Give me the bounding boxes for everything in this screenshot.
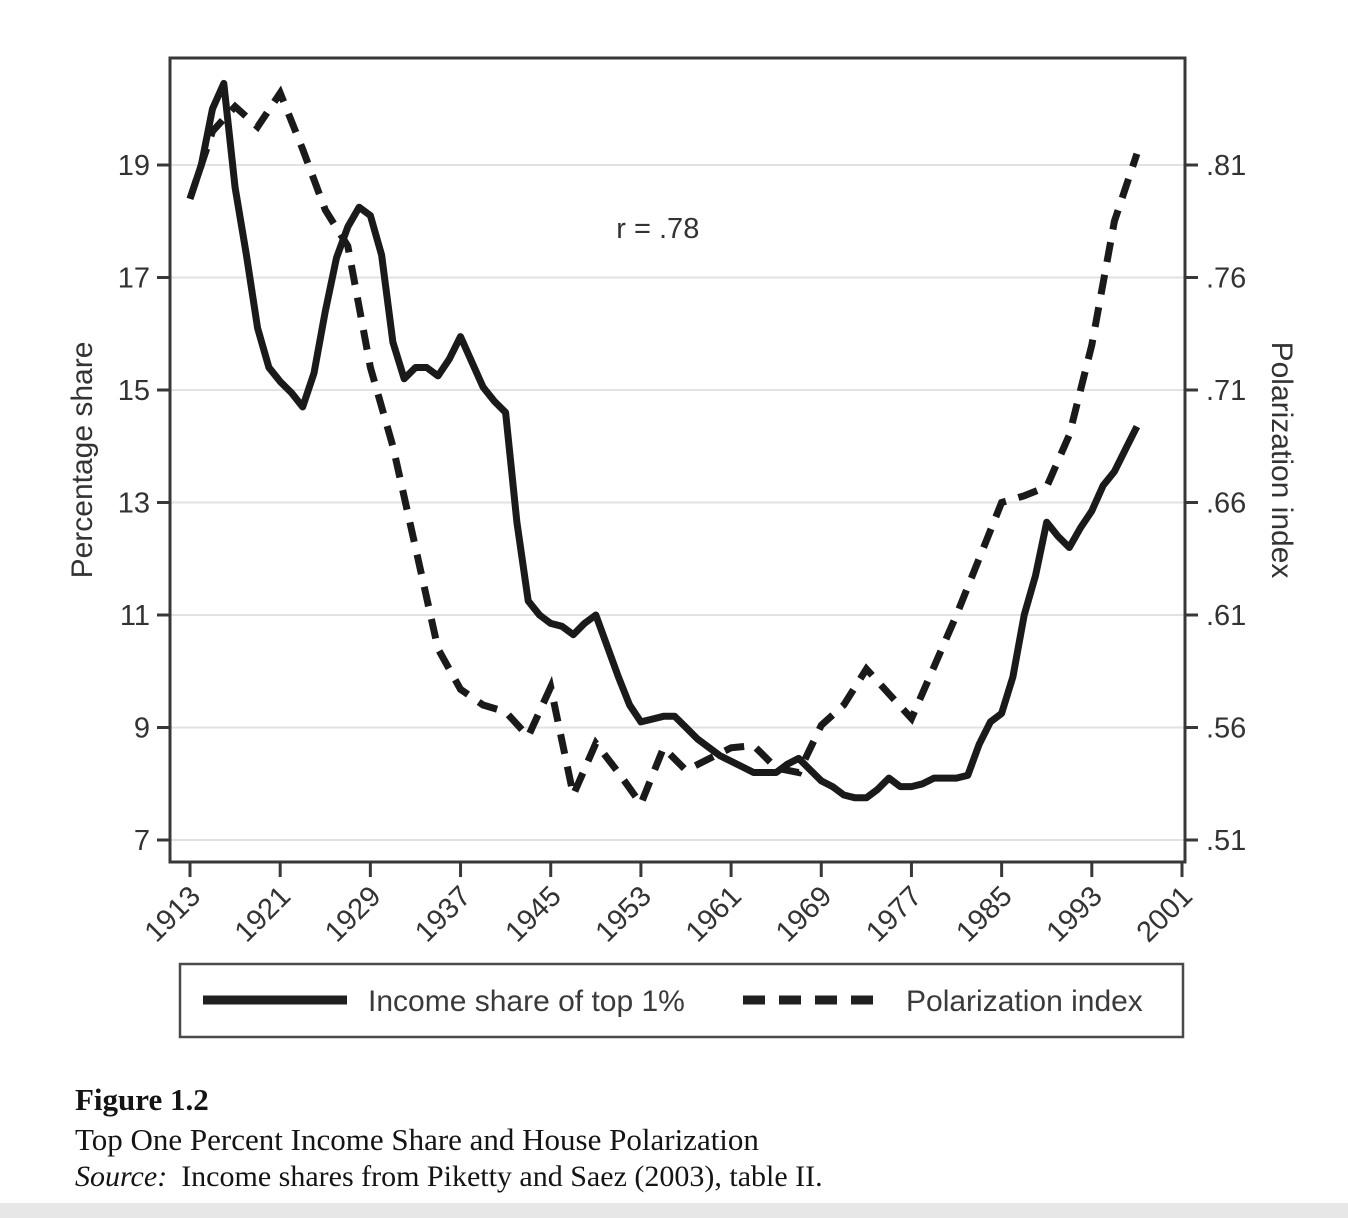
legend-income-label: Income share of top 1% [368, 985, 685, 1018]
plot-border [168, 56, 1187, 864]
legend: Income share of top 1% Polarization inde… [178, 962, 1185, 1039]
x-tick-label: 1993 [1041, 880, 1109, 948]
page-bottom-strip [0, 1203, 1348, 1218]
x-tick-label: 1953 [590, 880, 658, 948]
x-tick-label: 1985 [950, 880, 1018, 948]
income-share-line [186, 79, 1141, 802]
left-tick-label: 15 [118, 375, 150, 407]
x-tick-label: 1929 [319, 880, 387, 948]
correlation-annotation: r = .78 [616, 213, 699, 245]
left-tick-label: 7 [134, 825, 150, 857]
x-tick-label: 1977 [860, 880, 928, 948]
right-tick-label: .51 [1206, 825, 1246, 857]
right-tick-label: .61 [1206, 600, 1246, 632]
right-tick-label: .66 [1206, 488, 1246, 520]
x-tick-label: 1961 [680, 880, 748, 948]
y-axis-right: .81 .76 .71 .66 .61 .56 .51 [1185, 150, 1246, 857]
left-tick-label: 13 [118, 488, 150, 520]
source-label: Source: [75, 1160, 168, 1193]
source-text: Income shares from Piketty and Saez (200… [181, 1160, 823, 1193]
left-tick-label: 19 [118, 150, 150, 182]
x-tick-label: 1969 [770, 880, 838, 948]
x-tick-label: 1921 [229, 880, 297, 948]
polarization-line [186, 85, 1141, 812]
right-tick-label: .56 [1206, 713, 1246, 745]
figure-source: Source: Income shares from Piketty and Sa… [75, 1160, 823, 1194]
right-tick-label: .81 [1206, 150, 1246, 182]
x-tick-label: 1945 [499, 880, 567, 948]
x-axis: 1913 1921 1929 1937 1945 1953 1961 1969 1977 1985… [139, 862, 1199, 949]
legend-polarization-label: Polarization index [906, 985, 1143, 1018]
left-tick-label: 9 [134, 713, 150, 745]
left-axis-title: Percentage share [66, 342, 99, 579]
figure-title: Top One Percent Income Share and House P… [75, 1122, 759, 1157]
x-tick-label: 1913 [139, 880, 207, 948]
right-tick-label: .71 [1206, 375, 1246, 407]
legend-box [178, 962, 1185, 1039]
figure-label: Figure 1.2 [75, 1082, 209, 1117]
left-tick-label: 11 [120, 600, 150, 632]
x-tick-label: 2001 [1131, 880, 1199, 948]
x-tick-label: 1937 [409, 880, 477, 948]
right-axis-title: Polarization index [1265, 342, 1298, 579]
y-axis-left: 19 17 15 13 11 9 7 [118, 150, 170, 857]
gridlines [170, 164, 1185, 841]
right-tick-label: .76 [1206, 263, 1246, 295]
left-tick-label: 17 [118, 263, 150, 295]
